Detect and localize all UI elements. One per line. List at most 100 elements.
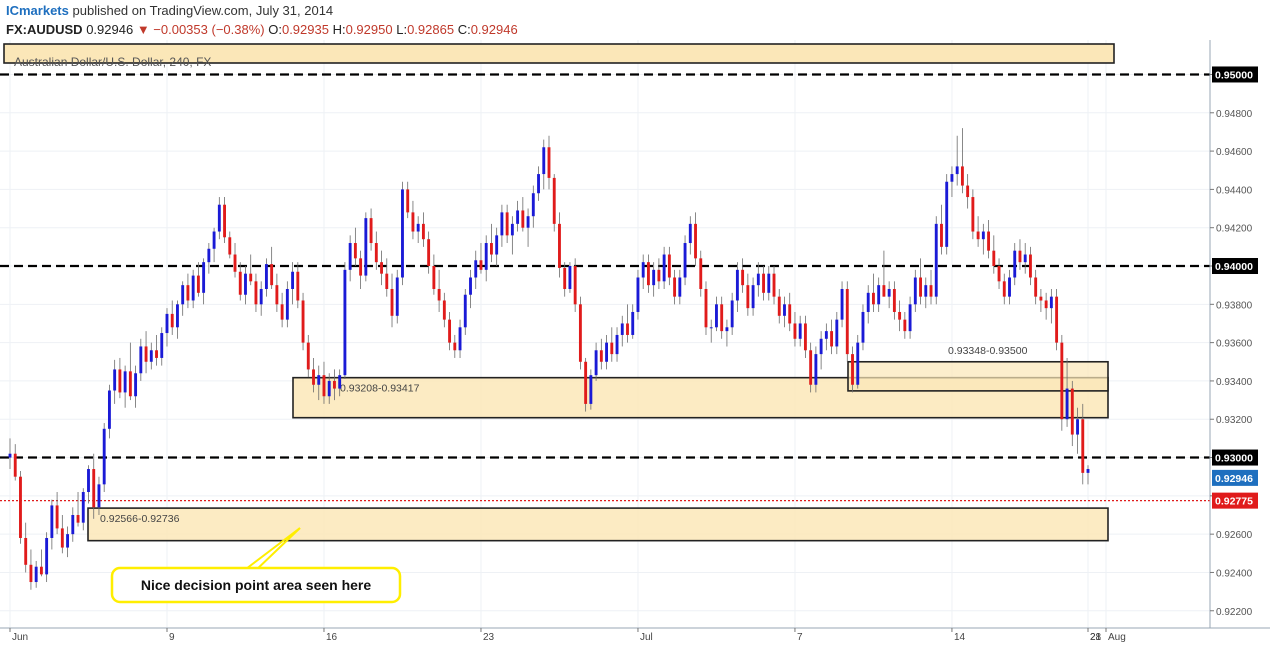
callout-pointer [241,527,301,573]
candle [249,254,253,286]
candle-body-up [207,248,211,263]
candle [285,281,289,328]
candle [333,369,336,401]
candle-body-up [191,275,195,301]
candle [594,342,598,381]
candle [971,189,975,240]
candle [474,250,478,289]
candle-body-up [495,235,499,255]
candle [694,212,697,267]
candle-body-down [845,288,849,355]
candle-body-up [401,189,404,278]
candle-body-up [45,537,49,575]
candle [500,204,504,247]
candle-body-down [118,369,122,393]
candle-body-down [144,346,148,362]
candle-body-up [835,319,839,347]
level-badge-label: 0.94000 [1215,261,1253,273]
candle [688,216,692,255]
candle [913,269,917,312]
candle-body-up [212,231,216,249]
symbol: FX:AUDUSD [6,22,83,37]
candle-body-down [741,269,745,286]
candle-body-up [641,262,645,278]
candle-body-down [960,166,964,186]
candle-body-up [1076,419,1079,435]
candle-body-up [149,350,153,362]
candle [762,266,765,301]
candle-body-down [301,300,305,343]
candle-body-up [259,288,263,305]
candle [798,315,802,347]
candle-body-down [453,342,457,351]
candle-body-up [458,327,462,351]
candle-body-up [217,204,221,232]
candle [730,292,734,335]
candle-body-down [421,223,425,240]
candle [191,269,195,309]
candle-body-down [359,258,363,276]
candle-body-down [547,147,551,178]
candle-body-down [223,204,226,238]
candle [872,273,875,312]
candle-body-down [128,371,132,397]
candle [1039,288,1043,312]
candle-body-down [385,273,389,289]
open-value: 0.92935 [281,22,329,37]
candle [92,453,96,519]
candle-body-down [437,288,441,301]
candle [573,258,577,312]
candle-body-down [573,266,577,305]
candle [196,262,200,297]
candle [453,334,457,358]
candle-body-up [1023,254,1027,263]
candle [641,254,645,289]
y-tick-label: 0.94600 [1216,147,1253,158]
candle-body-up [631,311,635,335]
candle-body-up [531,193,535,217]
candle [24,522,28,573]
reference-price-badge [1212,492,1258,509]
candle-body-down [987,231,991,251]
candle-body-up [81,492,85,523]
candle-body-down [1070,388,1074,435]
level-badge [1212,449,1258,466]
title-box [3,43,1115,64]
candle [312,357,315,393]
candle [903,311,907,339]
candle-body-up [160,333,164,358]
candle-body-down [777,296,781,316]
candle [369,208,373,251]
candle [469,269,472,309]
candle [8,438,12,470]
candle-body-down [1018,250,1022,263]
candle-body-up [107,390,111,429]
low-value: 0.92865 [407,22,455,37]
candle-body-up [1013,250,1017,278]
candle-body-down [275,285,279,305]
candle-body-down [552,177,556,224]
candle-body-up [8,453,12,458]
candle-body-down [966,185,970,198]
candle [563,262,567,297]
candle [217,197,221,240]
candle [589,369,593,410]
candle-body-up [934,223,938,297]
candle [427,231,431,274]
candle-body-up [715,304,718,328]
candle-body-up [783,304,786,316]
candle-body-up [516,210,520,224]
candle-body-down [380,262,383,274]
candle [720,296,724,339]
publisher-name[interactable]: ICmarkets [6,3,69,18]
candle [919,258,922,305]
candle-body-up [730,300,734,328]
candle-body-up [165,313,169,334]
candle [578,296,582,370]
candle-body-up [950,174,954,182]
candle-body-up [924,285,928,297]
candle-body-up [840,288,844,320]
candle [542,139,546,190]
candle-body-down [997,266,1001,282]
